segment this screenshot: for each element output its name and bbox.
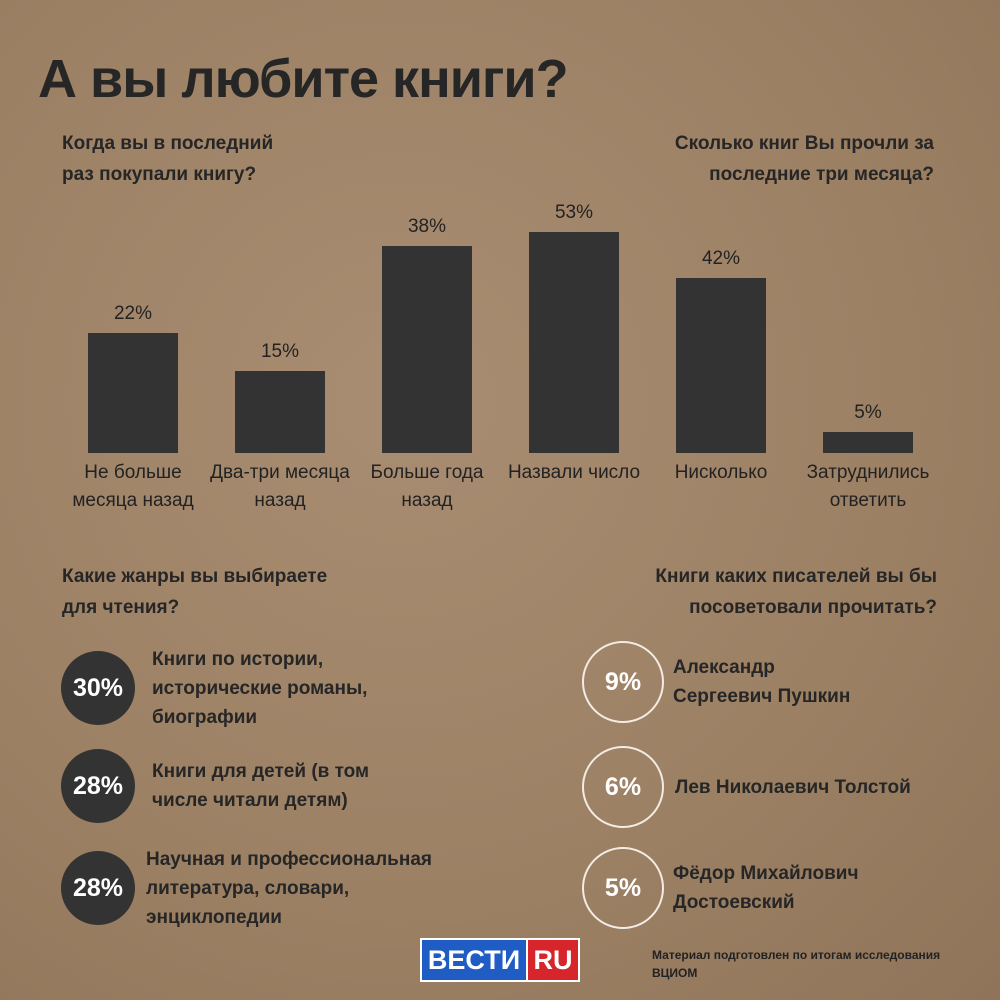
footnote: Материал подготовлен по итогам исследова… xyxy=(652,948,941,980)
genre-percent: 28% xyxy=(61,851,135,925)
value-label: 15% xyxy=(260,341,300,363)
genres-title: Какие жанры вы выбираете для чтения? xyxy=(62,566,328,618)
writer-text: Фёдор Михайлович Достоевский xyxy=(673,863,859,913)
writer-text: Александр Сергеевич Пушкин xyxy=(673,657,851,707)
category-label: Нисколько xyxy=(674,462,768,483)
category-label: Назвали число xyxy=(507,462,641,483)
page-title: А вы любите книги? xyxy=(38,49,569,109)
genre-text: Книги по истории, исторические романы, б… xyxy=(152,648,368,728)
bar xyxy=(823,432,913,453)
logo-ru: RU xyxy=(528,938,580,982)
value-label: 5% xyxy=(854,402,882,424)
value-label: 42% xyxy=(701,248,741,269)
chart-title: Сколько книг Вы прочли за последние три … xyxy=(674,133,934,185)
writer-percent: 5% xyxy=(582,847,664,929)
genre-percent: 30% xyxy=(61,651,135,725)
value-label: 22% xyxy=(113,303,153,324)
bar xyxy=(382,245,472,453)
logo-main: ВЕСТИ xyxy=(420,938,528,982)
bar xyxy=(88,333,178,453)
category-label: Больше года назад xyxy=(370,462,484,511)
value-label: 53% xyxy=(554,202,594,224)
writer-percent: 6% xyxy=(582,746,664,828)
bar xyxy=(235,371,325,453)
bar xyxy=(676,278,766,453)
category-label: Два-три месяца назад xyxy=(210,462,350,511)
genre-text: Научная и профессиональная литература, с… xyxy=(146,848,432,928)
category-label: Затруднились ответить xyxy=(806,462,930,511)
writer-percent: 9% xyxy=(582,641,664,723)
genre-text: Книги для детей (в том числе читали детя… xyxy=(152,761,370,811)
chart-title: Когда вы в последний раз покупали книгу? xyxy=(62,133,274,185)
value-label: 38% xyxy=(407,215,447,237)
genre-percent: 28% xyxy=(61,749,135,823)
writers-title: Книги каких писателей вы бы посоветовали… xyxy=(655,566,937,618)
logo: ВЕСТИ RU xyxy=(420,938,580,982)
category-label: Не больше месяца назад xyxy=(72,462,194,511)
writer-text: Лев Николаевич Толстой xyxy=(675,776,911,798)
bar xyxy=(529,232,619,453)
